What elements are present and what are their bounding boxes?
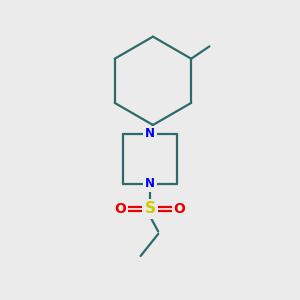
Text: N: N [145,177,155,190]
Text: N: N [145,127,155,140]
Text: S: S [145,201,155,216]
Text: O: O [173,202,185,216]
Text: O: O [115,202,127,216]
